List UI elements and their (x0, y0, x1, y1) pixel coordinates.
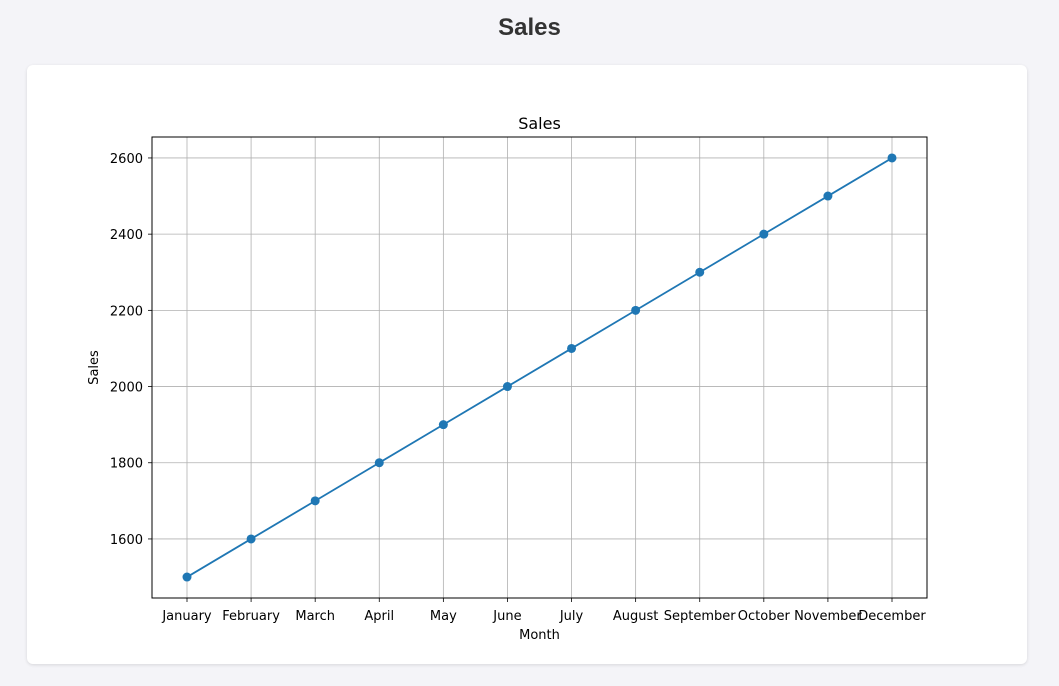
data-point (759, 229, 769, 239)
series-line (186, 157, 893, 578)
data-point (502, 382, 512, 392)
x-tick-label: January (161, 609, 212, 624)
plot-frame (151, 136, 928, 599)
data-point (887, 153, 897, 163)
data-point (567, 343, 577, 353)
chart-title: Sales (518, 114, 561, 133)
x-tick-label: April (364, 609, 394, 624)
x-tick-label: November (794, 609, 862, 624)
x-axis-label: Month (519, 628, 560, 643)
x-tick-label: December (858, 609, 926, 624)
x-tick-label: October (738, 609, 791, 624)
x-tick-label: September (664, 609, 737, 624)
y-tick-label: 2200 (110, 304, 143, 319)
y-tick-label: 1800 (110, 457, 143, 472)
y-axis-label: Sales (87, 350, 102, 385)
data-point (374, 458, 384, 468)
x-tick-label: March (295, 609, 335, 624)
y-tick-label: 2600 (110, 152, 143, 167)
y-tick-label: 2000 (110, 381, 143, 396)
x-tick-label: July (559, 609, 584, 624)
data-point (438, 420, 448, 430)
series-layer (182, 153, 897, 582)
data-point (695, 267, 705, 277)
x-tick-label: June (492, 609, 521, 624)
chart-card (27, 65, 1027, 664)
y-ticks: 1600 1800 2000 2200 2400 2600 (110, 152, 152, 548)
x-ticks: January February March April May June July Augu… (161, 598, 926, 624)
page-title: Sales (498, 14, 561, 41)
data-point (310, 496, 320, 506)
x-tick-label: February (222, 609, 280, 624)
x-tick-label: May (430, 609, 457, 624)
y-tick-label: 2400 (110, 228, 143, 243)
y-tick-label: 1600 (110, 533, 143, 548)
data-point (182, 572, 192, 582)
x-tick-label: August (613, 609, 659, 624)
data-point (246, 534, 256, 544)
data-point (823, 191, 833, 201)
data-point (631, 305, 641, 315)
grid-lines (152, 137, 927, 598)
